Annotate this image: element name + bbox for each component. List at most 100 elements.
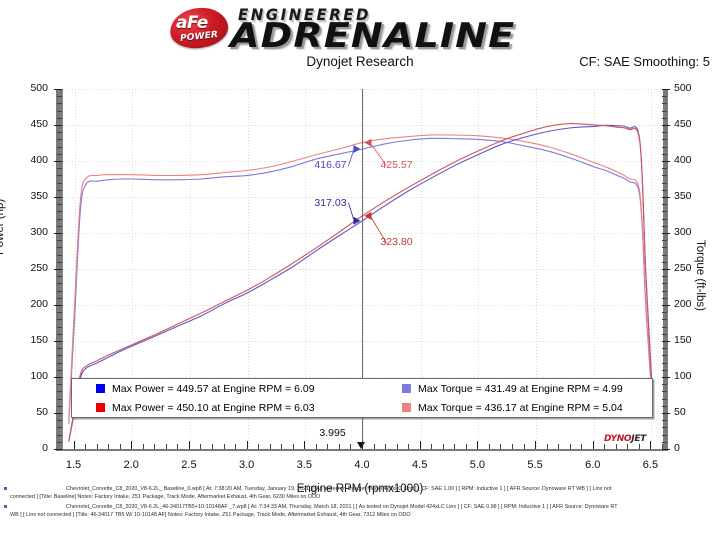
y-axis-label-right: 150 [674, 334, 692, 346]
x-tick-minor [569, 444, 571, 449]
legend-item-torque-baseline: Max Torque = 431.49 at Engine RPM = 4.99 [396, 383, 652, 395]
y-tick-minor [57, 218, 62, 220]
y-tick-minor [57, 240, 62, 242]
y-tick [662, 269, 670, 270]
y-tick-minor [57, 103, 62, 105]
y-tick-minor [662, 204, 667, 206]
y-axis-label-left: 250 [30, 262, 48, 274]
x-tick-minor [442, 444, 444, 449]
left-axis-bar [56, 89, 62, 451]
y-tick [662, 377, 670, 378]
chart-subtitle: Dynojet Research [306, 54, 414, 69]
x-tick-minor [581, 444, 583, 449]
y-tick-minor [662, 132, 667, 134]
y-tick-minor [662, 434, 667, 436]
annotation-leader-line [371, 144, 387, 166]
y-tick-minor [662, 405, 667, 407]
legend-swatch-torque-baseline [402, 384, 411, 393]
x-axis-label: 6.0 [585, 459, 601, 471]
y-axis-label-right: 100 [674, 370, 692, 382]
y-tick-minor [57, 333, 62, 335]
afe-power-logo: aFe POWER [167, 4, 231, 52]
y-tick-minor [662, 290, 667, 292]
y-tick-minor [57, 362, 62, 364]
x-tick-minor [500, 444, 502, 449]
y-tick-minor [662, 261, 667, 263]
y-tick-minor [662, 333, 667, 335]
run-info-entry: Chevrolet_Corvette_C8_2020_V8-6.2L_ Base… [0, 486, 720, 501]
x-tick-minor [385, 444, 387, 449]
x-tick-minor [177, 444, 179, 449]
correction-factor-label: CF: SAE Smoothing: 5 [579, 54, 710, 69]
annotation-arrow-icon [353, 144, 361, 153]
y-tick-minor [57, 254, 62, 256]
tagline-engineered: ENGINEERED [238, 5, 371, 25]
x-axis-label: 6.5 [642, 459, 659, 471]
x-tick-minor [96, 444, 98, 449]
y-tick-minor [662, 362, 667, 364]
y-axis-label-right: 350 [674, 190, 692, 202]
y-tick-minor [662, 254, 667, 256]
y-axis-label-left: 400 [30, 154, 48, 166]
y-tick-minor [662, 326, 667, 328]
x-axis-label: 4.0 [354, 459, 370, 471]
y-tick-minor [57, 204, 62, 206]
y-tick-minor [662, 103, 667, 105]
y-tick-minor [57, 405, 62, 407]
cursor-line[interactable] [362, 89, 364, 449]
x-tick-minor [465, 444, 467, 449]
x-tick-minor [373, 444, 375, 449]
y-axis-label-left: 300 [30, 226, 48, 238]
page-header: aFe POWER ENGINEERED ADRENALINE Dynojet … [0, 0, 720, 78]
y-tick-minor [57, 96, 62, 98]
legend-label-torque-baseline: Max Torque = 431.49 at Engine RPM = 4.99 [418, 382, 623, 395]
y-tick-minor [662, 369, 667, 371]
y-tick-minor [662, 276, 667, 278]
legend-swatch-torque-modified [402, 403, 411, 412]
x-tick-minor [292, 444, 294, 449]
legend-swatch-power-baseline [96, 384, 105, 393]
x-tick-minor [488, 444, 490, 449]
tagline-adrenaline: ADRENALINE [230, 16, 516, 56]
x-tick [419, 441, 421, 449]
y-tick-minor [662, 283, 667, 285]
plot-area: 416.67 425.57 317.03 323.80 Max Power = … [62, 89, 663, 449]
x-axis-label: 2.0 [123, 459, 139, 471]
y-tick-minor [57, 182, 62, 184]
y-tick [662, 89, 670, 90]
x-axis-label: 4.5 [412, 459, 428, 471]
y-tick-minor [57, 441, 62, 443]
y-tick-minor [57, 384, 62, 386]
curve-modified-torque-ft-lbs [68, 134, 653, 421]
x-tick-minor [212, 444, 213, 449]
y-tick [54, 305, 62, 306]
x-tick-minor [269, 444, 271, 449]
y-tick-minor [662, 117, 667, 119]
x-tick [304, 441, 306, 449]
y-tick-minor [57, 247, 62, 249]
y-tick-minor [662, 297, 667, 299]
y-tick-minor [57, 168, 62, 170]
y-tick-minor [662, 146, 667, 148]
run-info-entry: Chevrolet_Corvette_C8_2020_V8-6.2L_46-34… [0, 504, 720, 519]
y-tick-minor [662, 355, 667, 357]
bullet-icon [4, 505, 7, 508]
curve-baseline-torque-ft-lbs [68, 137, 653, 424]
x-tick-minor [615, 444, 617, 449]
y-tick-minor [57, 175, 62, 177]
y-tick-minor [57, 297, 62, 299]
curve-layer [68, 122, 653, 442]
legend-label-power-baseline: Max Power = 449.57 at Engine RPM = 6.09 [112, 382, 315, 395]
y-tick-minor [662, 420, 667, 422]
x-tick-minor [338, 444, 340, 449]
dynojet-watermark: DYNOJET [604, 434, 646, 444]
y-tick [662, 413, 670, 414]
y-tick-minor [662, 348, 667, 350]
x-tick-minor [258, 444, 260, 449]
y-tick-minor [662, 139, 667, 141]
y-axis-label-right: 0 [674, 442, 680, 454]
y-tick-minor [662, 96, 667, 98]
legend-swatch-power-modified [96, 403, 105, 412]
x-tick-minor [638, 444, 640, 449]
x-tick [535, 441, 537, 449]
